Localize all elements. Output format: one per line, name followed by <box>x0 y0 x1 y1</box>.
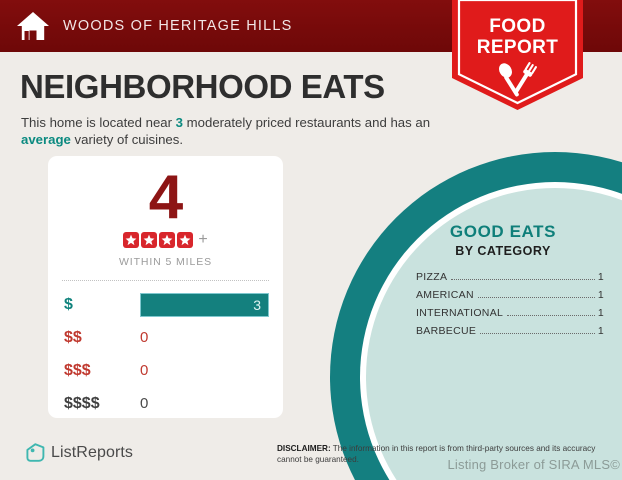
category-name: INTERNATIONAL <box>416 307 504 319</box>
star-rating: + <box>48 232 283 248</box>
table-row: $$$ 0 <box>64 356 269 385</box>
dot-leader <box>451 279 595 280</box>
price-level-count: 0 <box>140 394 149 412</box>
category-name: PIZZA <box>416 271 448 283</box>
subtitle-part-2: moderately priced restaurants and has an <box>183 115 431 130</box>
subtitle-part-3: variety of cuisines. <box>70 132 183 147</box>
list-item: AMERICAN 1 <box>400 289 606 301</box>
dot-leader <box>480 333 595 334</box>
star-plus-icon: + <box>198 231 208 248</box>
spoon-fork-icon <box>499 62 538 97</box>
price-level-count: 0 <box>140 361 149 379</box>
table-row: $$ 0 <box>64 323 269 352</box>
subtitle-highlight-variety: average <box>21 132 71 147</box>
price-level-value-wrap: 0 <box>140 326 269 350</box>
radius-label: WITHIN 5 MILES <box>118 256 213 268</box>
listreports-logo: ListReports <box>26 443 133 462</box>
rating-card: 4 + WITHIN 5 MILES $ 3 <box>48 156 283 418</box>
good-eats-panel: GOOD EATS BY CATEGORY PIZZA 1 AMERICAN 1… <box>400 222 606 343</box>
disclaimer-text: The information in this report is from t… <box>277 444 596 464</box>
dot-leader <box>507 315 595 316</box>
star-icon <box>159 232 176 248</box>
card-divider <box>62 280 269 281</box>
list-item: BARBECUE 1 <box>400 325 606 337</box>
listreports-logo-text: ListReports <box>51 443 134 461</box>
header-community-name: WOODS OF HERITAGE HILLS <box>63 18 293 34</box>
price-level-value-wrap: 0 <box>140 392 269 416</box>
star-icon <box>123 232 140 248</box>
listing-broker: Listing Broker of SIRA MLS© <box>447 457 620 472</box>
good-eats-subtitle: BY CATEGORY <box>455 244 551 258</box>
good-eats-category-list: PIZZA 1 AMERICAN 1 INTERNATIONAL 1 BARBE… <box>400 271 606 337</box>
category-count: 1 <box>597 271 604 283</box>
category-count: 1 <box>597 307 604 319</box>
star-icon <box>141 232 158 248</box>
list-item: PIZZA 1 <box>400 271 606 283</box>
food-report-badge: FOOD REPORT <box>452 0 583 110</box>
category-count: 1 <box>597 289 604 301</box>
category-name: BARBECUE <box>416 325 477 337</box>
list-item: INTERNATIONAL 1 <box>400 307 606 319</box>
subtitle-part-1: This home is located near <box>21 115 176 130</box>
good-eats-title: GOOD EATS <box>449 222 557 241</box>
price-level-label: $$$ <box>64 361 91 379</box>
category-count: 1 <box>597 325 604 337</box>
page-subtitle: This home is located near 3 moderately p… <box>21 114 431 148</box>
price-level-value-wrap: 0 <box>140 359 269 383</box>
category-name: AMERICAN <box>416 289 474 301</box>
restaurant-count: 4 <box>148 163 183 232</box>
price-level-label: $ <box>64 295 73 313</box>
dot-leader <box>477 297 595 298</box>
badge-shape <box>452 0 583 110</box>
home-icon <box>17 12 49 40</box>
price-level-label: $$ <box>64 328 82 346</box>
price-level-label: $$$$ <box>64 394 100 412</box>
star-icon <box>177 232 194 248</box>
price-level-value-wrap: 3 <box>140 292 269 317</box>
disclaimer-label: DISCLAIMER: <box>277 444 331 453</box>
listreports-tag-icon <box>26 443 45 462</box>
disclaimer: DISCLAIMER: The information in this repo… <box>277 444 599 465</box>
price-level-bar: 3 <box>140 292 269 317</box>
page-title: NEIGHBORHOOD EATS <box>20 68 385 105</box>
price-level-count: 0 <box>140 328 149 346</box>
subtitle-highlight-count: 3 <box>175 115 184 130</box>
table-row: $$$$ 0 <box>64 389 269 418</box>
price-level-chart: $ 3 $$ 0 $$$ 0 $$$$ 0 <box>48 290 283 418</box>
table-row: $ 3 <box>64 290 269 319</box>
